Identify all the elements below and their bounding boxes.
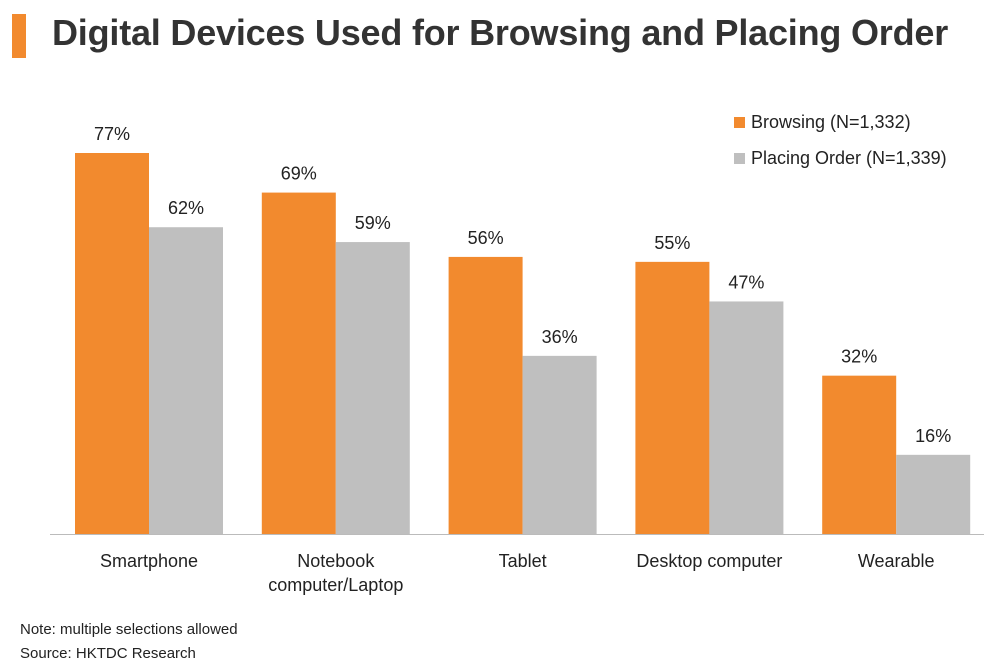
data-label-placing-order-1: 59% [355,213,391,233]
bar-placing-order-4 [896,454,971,534]
category-label-3: Desktop computer [636,551,782,571]
legend-item-browsing: Browsing (N=1,332) [734,104,947,140]
bar-placing-order-1 [335,242,410,534]
source-text: Source: HKTDC Research [20,645,196,662]
data-label-placing-order-2: 36% [542,327,578,347]
category-label-line: Wearable [858,551,935,571]
chart-legend: Browsing (N=1,332) Placing Order (N=1,33… [734,104,947,176]
data-label-placing-order-3: 47% [728,272,764,292]
category-label-line: Notebook [297,551,375,571]
legend-swatch-browsing [734,116,745,128]
bar-placing-order-3 [709,301,784,534]
legend-label-browsing: Browsing (N=1,332) [751,111,911,132]
page-title: Digital Devices Used for Browsing and Pl… [52,12,949,53]
bar-browsing-2 [448,256,523,534]
data-label-browsing-3: 55% [654,233,690,253]
category-label-line: computer/Laptop [268,575,403,595]
data-label-browsing-2: 56% [468,228,504,248]
legend-label-placing-order: Placing Order (N=1,339) [751,147,947,168]
legend-swatch-placing-order [734,152,745,164]
category-label-line: Desktop computer [636,551,782,571]
category-label-0: Smartphone [100,551,198,571]
category-label-line: Smartphone [100,551,198,571]
bar-browsing-0 [75,153,149,534]
data-label-browsing-1: 69% [281,164,317,184]
data-label-browsing-0: 77% [94,124,130,144]
chart-notes: Note: multiple selections allowed Source… [20,618,238,666]
category-label-4: Wearable [858,551,935,571]
category-label-1: Notebook computer/Laptop [268,551,403,595]
category-label-line: Tablet [499,551,547,571]
data-label-placing-order-0: 62% [168,198,204,218]
bar-placing-order-2 [522,355,597,534]
data-label-placing-order-4: 16% [915,426,951,446]
bar-browsing-1 [261,192,336,534]
bar-placing-order-0 [149,227,223,535]
category-label-2: Tablet [499,551,547,571]
note-text: Note: multiple selections allowed [20,621,238,638]
legend-item-placing-order: Placing Order (N=1,339) [734,140,947,176]
bar-browsing-4 [822,375,897,534]
bar-browsing-3 [635,261,710,534]
title-accent-bar [12,14,26,58]
data-label-browsing-4: 32% [841,347,877,367]
